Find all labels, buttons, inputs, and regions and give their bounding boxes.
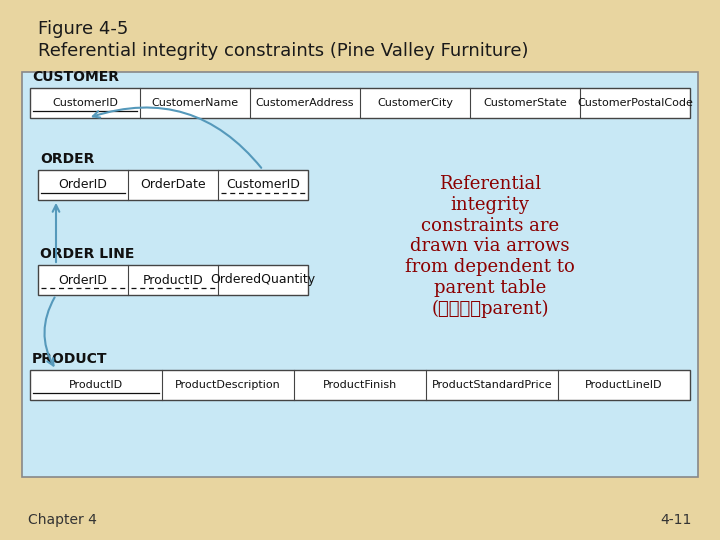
Text: CustomerState: CustomerState <box>483 98 567 108</box>
Text: CustomerAddress: CustomerAddress <box>256 98 354 108</box>
Text: ProductID: ProductID <box>143 273 203 287</box>
Text: CustomerID: CustomerID <box>226 179 300 192</box>
Text: CustomerPostalCode: CustomerPostalCode <box>577 98 693 108</box>
Text: OrderID: OrderID <box>58 273 107 287</box>
Text: CUSTOMER: CUSTOMER <box>32 70 119 84</box>
Text: OrderedQuantity: OrderedQuantity <box>210 273 315 287</box>
Bar <box>30 88 690 118</box>
Bar <box>38 170 308 200</box>
Bar <box>30 370 690 400</box>
Text: CustomerCity: CustomerCity <box>377 98 453 108</box>
Text: ORDER LINE: ORDER LINE <box>40 247 135 261</box>
Bar <box>22 72 698 477</box>
Text: ProductID: ProductID <box>69 380 123 390</box>
Text: ProductStandardPrice: ProductStandardPrice <box>432 380 552 390</box>
Text: CustomerName: CustomerName <box>151 98 238 108</box>
Text: Referential integrity constraints (Pine Valley Furniture): Referential integrity constraints (Pine … <box>38 42 528 60</box>
Text: OrderID: OrderID <box>58 179 107 192</box>
Text: OrderDate: OrderDate <box>140 179 206 192</box>
Text: ProductFinish: ProductFinish <box>323 380 397 390</box>
Bar <box>38 265 308 295</box>
Text: 4-11: 4-11 <box>661 513 692 527</box>
Text: PRODUCT: PRODUCT <box>32 352 107 366</box>
Text: ProductDescription: ProductDescription <box>175 380 281 390</box>
Text: ORDER: ORDER <box>40 152 94 166</box>
Text: Referential
integrity
constraints are
drawn via arrows
from dependent to
parent : Referential integrity constraints are dr… <box>405 175 575 318</box>
Text: Figure 4-5: Figure 4-5 <box>38 20 128 38</box>
Text: ProductLineID: ProductLineID <box>585 380 662 390</box>
Text: Chapter 4: Chapter 4 <box>28 513 97 527</box>
Text: CustomerID: CustomerID <box>52 98 118 108</box>
